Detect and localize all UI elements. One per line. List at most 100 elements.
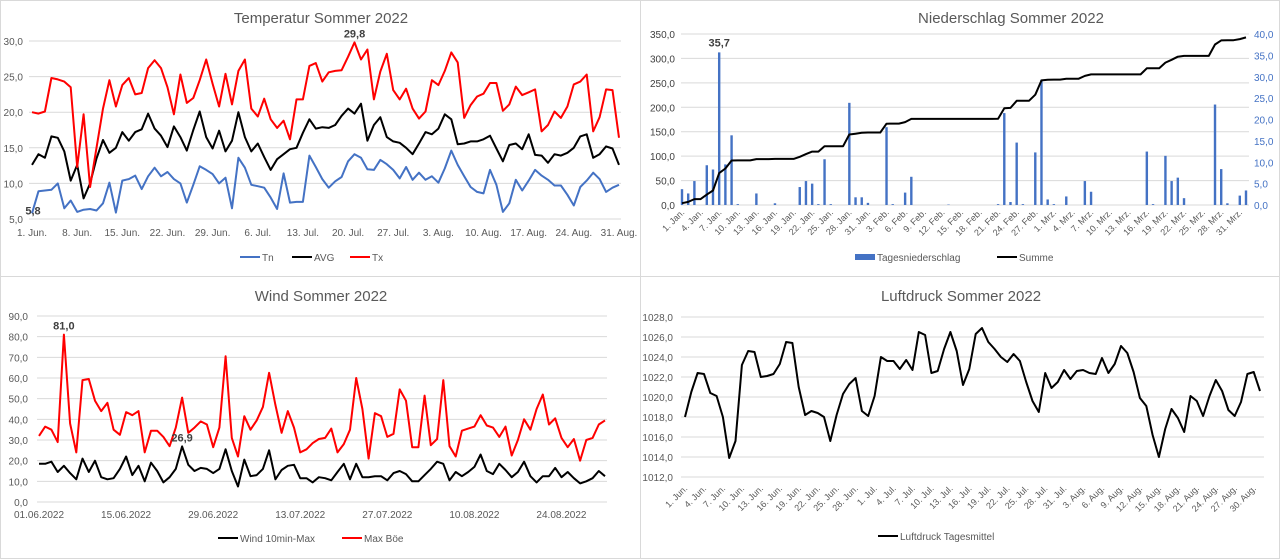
series-line-max-b-e xyxy=(39,335,605,461)
data-label: 35,7 xyxy=(708,37,729,49)
y-tick-label: 0,0 xyxy=(14,498,28,509)
y-tick-label: 10,0 xyxy=(1254,158,1274,169)
y-tick-label: 1014,0 xyxy=(642,453,673,464)
y-tick-label: 350,0 xyxy=(650,30,675,41)
x-tick-label: 27. Jul. xyxy=(377,228,409,239)
precipitation-chart: Niederschlag Sommer 2022 0,050,0100,0150… xyxy=(641,1,1280,277)
y-tick-label: 15,0 xyxy=(1254,137,1274,148)
precipitation-bar xyxy=(811,184,813,205)
precipitation-bar xyxy=(755,193,757,205)
precipitation-bar xyxy=(1239,196,1241,205)
precipitation-bar xyxy=(737,204,739,205)
data-label: 26,9 xyxy=(171,432,192,444)
x-tick-label: 10. Aug. xyxy=(465,228,502,239)
precipitation-bar xyxy=(1034,152,1036,205)
y-tick-label: 5,0 xyxy=(1254,180,1268,191)
precipitation-bar xyxy=(1065,196,1067,205)
x-tick-label: 24.08.2022 xyxy=(536,510,586,521)
precipitation-bar xyxy=(861,197,863,205)
precipitation-bar xyxy=(1090,192,1092,205)
x-tick-label: 1. Jun. xyxy=(17,228,47,239)
y-tick-label: 15,0 xyxy=(4,144,24,155)
y-tick-label: 10,0 xyxy=(9,477,29,488)
precipitation-bar xyxy=(693,181,695,205)
y-tick-label: 30,0 xyxy=(9,436,29,447)
x-tick-label: 15. Jun. xyxy=(105,228,141,239)
y-tick-label: 50,0 xyxy=(656,177,676,188)
x-tick-label: 24. Aug. xyxy=(555,228,592,239)
y-tick-label: 35,0 xyxy=(1254,51,1274,62)
y-tick-label: 0,0 xyxy=(1254,201,1268,212)
x-tick-label: 3. Aug. xyxy=(423,228,454,239)
precipitation-bar xyxy=(904,193,906,205)
precipitation-bar xyxy=(1214,105,1216,205)
precipitation-bar xyxy=(718,52,720,205)
y-tick-label: 1028,0 xyxy=(642,313,673,324)
y-tick-label: 30,0 xyxy=(4,37,24,48)
precipitation-bar xyxy=(687,193,689,205)
y-tick-label: 200,0 xyxy=(650,103,675,114)
legend-label: Luftdruck Tagesmittel xyxy=(900,532,994,543)
legend-label: Tx xyxy=(372,253,383,264)
precipitation-bar xyxy=(910,177,912,205)
wind-chart: Wind Sommer 2022 0,010,020,030,040,050,0… xyxy=(1,277,641,560)
series-line-luftdruck xyxy=(685,328,1260,458)
y-tick-label: 30,0 xyxy=(1254,73,1274,84)
legend-label: Wind 10min-Max xyxy=(240,534,315,545)
series-line-summe xyxy=(682,37,1246,203)
precipitation-bar xyxy=(1015,143,1017,205)
x-tick-label: 22. Jun. xyxy=(150,228,186,239)
precipitation-bar xyxy=(799,187,801,205)
y-tick-label: 20,0 xyxy=(1254,116,1274,127)
precipitation-bar xyxy=(706,165,708,205)
chart-title: Niederschlag Sommer 2022 xyxy=(918,10,1104,27)
y-tick-label: 250,0 xyxy=(650,79,675,90)
precipitation-bar xyxy=(724,164,726,205)
precipitation-bar xyxy=(1022,204,1024,205)
x-tick-label: 8. Jun. xyxy=(62,228,92,239)
x-tick-label: 4. Jul. xyxy=(874,483,898,507)
y-tick-label: 300,0 xyxy=(650,54,675,65)
chart-title: Temperatur Sommer 2022 xyxy=(234,10,408,27)
y-tick-label: 90,0 xyxy=(9,312,29,323)
series-line-tx xyxy=(32,42,619,187)
x-tick-label: 20. Jul. xyxy=(332,228,364,239)
data-label: 81,0 xyxy=(53,321,74,333)
precipitation-bar xyxy=(1220,169,1222,205)
y-tick-label: 60,0 xyxy=(9,374,29,385)
legend-label: Tn xyxy=(262,253,274,264)
y-tick-label: 10,0 xyxy=(4,179,24,190)
y-tick-label: 25,0 xyxy=(1254,94,1274,105)
precipitation-bar xyxy=(1003,113,1005,205)
chart-title: Luftdruck Sommer 2022 xyxy=(881,288,1041,305)
x-tick-label: 31. Aug. xyxy=(601,228,638,239)
chart-title: Wind Sommer 2022 xyxy=(255,288,388,305)
y-tick-label: 5,0 xyxy=(9,215,23,226)
y-tick-label: 50,0 xyxy=(9,395,29,406)
precipitation-bar xyxy=(1152,204,1154,205)
y-tick-label: 1022,0 xyxy=(642,373,673,384)
x-tick-label: 29.06.2022 xyxy=(188,510,238,521)
precipitation-bar xyxy=(1053,204,1055,205)
series-line-tn xyxy=(32,151,619,214)
y-tick-label: 1020,0 xyxy=(642,393,673,404)
x-tick-label: 13. Jul. xyxy=(287,228,319,239)
precipitation-bar xyxy=(1040,80,1042,205)
precipitation-bar xyxy=(1245,190,1247,205)
precipitation-bar xyxy=(1046,199,1048,205)
x-tick-label: 01.06.2022 xyxy=(14,510,64,521)
x-tick-label: 6. Jul. xyxy=(244,228,271,239)
precipitation-bar xyxy=(1226,203,1228,205)
precipitation-bar xyxy=(854,197,856,205)
y-tick-label: 40,0 xyxy=(1254,30,1274,41)
precipitation-bar xyxy=(997,204,999,205)
data-label: 5,8 xyxy=(25,205,40,217)
precipitation-bar xyxy=(1084,181,1086,205)
x-tick-label: 27.07.2022 xyxy=(362,510,412,521)
x-tick-label: 10.08.2022 xyxy=(449,510,499,521)
y-tick-label: 1024,0 xyxy=(642,353,673,364)
y-tick-label: 20,0 xyxy=(9,457,29,468)
y-tick-label: 25,0 xyxy=(4,73,24,84)
precipitation-bar xyxy=(1164,156,1166,205)
